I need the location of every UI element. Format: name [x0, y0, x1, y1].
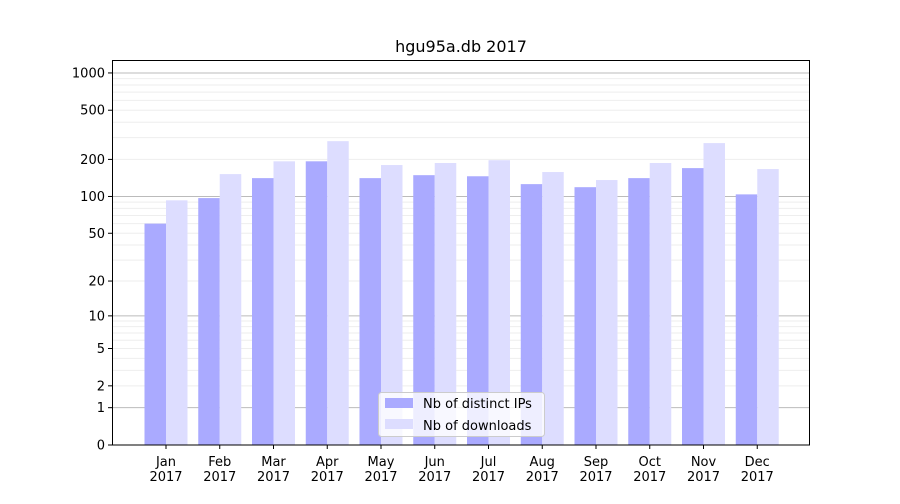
bar-distinct-ips	[144, 223, 166, 445]
y-tick-label: 500	[80, 104, 105, 119]
bar-downloads	[381, 165, 403, 445]
y-tick-label: 50	[88, 227, 105, 242]
bar-downloads	[757, 169, 779, 445]
y-tick-label: 100	[80, 190, 105, 205]
bar-downloads	[166, 200, 188, 445]
bar-downloads	[434, 163, 457, 445]
bar-distinct-ips	[252, 178, 274, 445]
x-axis: Jan 2017 Feb 2017 Mar 2017 Apr 2017 May 2017 Jun 20…	[149, 445, 774, 485]
bar-distinct-ips	[520, 184, 543, 445]
x-tick-label: Sep 2017	[579, 455, 612, 485]
bar-distinct-ips	[574, 187, 596, 445]
bar-distinct-ips	[413, 175, 435, 446]
legend-swatch-ips	[385, 398, 413, 408]
bar-distinct-ips	[628, 178, 650, 445]
x-tick-label: Jun 2017	[418, 455, 451, 485]
x-tick-label: Aug 2017	[526, 455, 559, 485]
x-tick-label: Dec 2017	[741, 455, 774, 485]
bar-downloads	[649, 163, 672, 445]
bar-distinct-ips	[735, 194, 758, 445]
y-tick-label: 0	[97, 439, 105, 454]
legend-swatch-downloads	[385, 419, 413, 429]
x-tick-label: Mar 2017	[257, 455, 290, 485]
x-tick-label: Nov 2017	[687, 455, 720, 485]
y-tick-label: 10	[88, 309, 105, 324]
x-tick-label: May 2017	[364, 455, 397, 485]
legend-label-downloads: Nb of downloads	[423, 419, 532, 434]
bar-downloads	[596, 180, 618, 446]
x-tick-label: Jan 2017	[149, 455, 182, 485]
y-tick-label: 200	[80, 153, 105, 168]
bar-distinct-ips	[682, 168, 704, 446]
y-tick-label: 1	[97, 401, 105, 416]
legend: Nb of distinct IPs Nb of downloads	[378, 392, 545, 437]
legend-label-ips: Nb of distinct IPs	[423, 397, 532, 412]
x-tick-label: Apr 2017	[311, 455, 344, 485]
bar-distinct-ips	[359, 178, 381, 445]
x-tick-label: Oct 2017	[633, 455, 666, 485]
chart-title: hgu95a.db 2017	[395, 37, 527, 56]
y-tick-label: 5	[97, 342, 105, 357]
bar-downloads	[273, 161, 295, 445]
bar-downloads	[703, 143, 725, 445]
bar-distinct-ips	[305, 161, 328, 445]
y-axis: 0 1 2 5 10 20 50 100 200 500 1000	[72, 66, 112, 454]
x-tick-label: Feb 2017	[203, 455, 236, 485]
bars	[144, 141, 779, 446]
bar-downloads	[488, 160, 510, 446]
y-tick-label: 2	[97, 379, 105, 394]
bar-downloads	[327, 141, 349, 445]
axes-frame	[112, 60, 810, 446]
bar-distinct-ips	[467, 176, 489, 445]
y-tick-label: 1000	[72, 66, 105, 81]
y-tick-label: 20	[88, 275, 105, 290]
bar-downloads	[219, 174, 242, 445]
bar-distinct-ips	[198, 198, 220, 445]
bar-downloads	[542, 172, 564, 445]
x-tick-label: Jul 2017	[472, 455, 505, 485]
